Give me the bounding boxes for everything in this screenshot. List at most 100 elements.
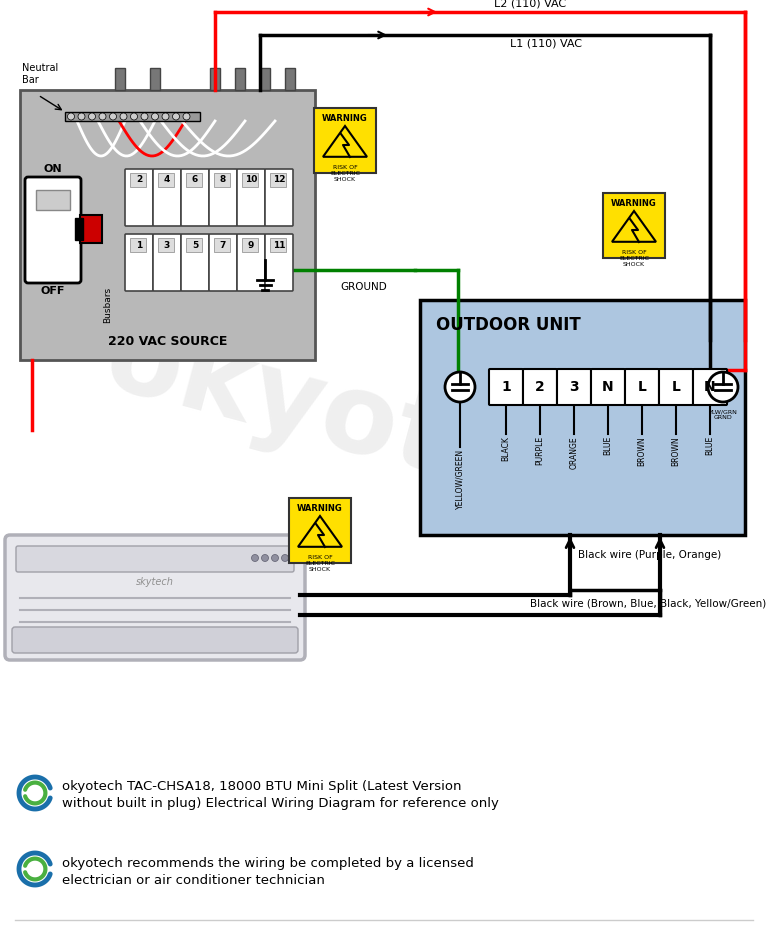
Text: BROWN: BROWN — [671, 436, 680, 466]
Text: 3: 3 — [569, 380, 579, 394]
Text: L1 (110) VAC: L1 (110) VAC — [510, 38, 582, 48]
Bar — [75, 218, 83, 240]
Text: YLW/GRN
GRND: YLW/GRN GRND — [709, 409, 737, 420]
Text: 9: 9 — [248, 240, 254, 250]
Polygon shape — [612, 211, 656, 242]
Text: WARNING: WARNING — [322, 114, 368, 123]
Circle shape — [251, 555, 259, 562]
Circle shape — [151, 113, 158, 120]
Text: YELLOW/GREEN: YELLOW/GREEN — [455, 449, 465, 509]
Text: Neutral
Bar: Neutral Bar — [22, 64, 58, 85]
Text: RISK OF
ELECTRIC
SHOCK: RISK OF ELECTRIC SHOCK — [330, 165, 360, 182]
Text: 2: 2 — [136, 176, 142, 184]
Text: L: L — [637, 380, 647, 394]
FancyBboxPatch shape — [489, 369, 523, 405]
Text: N: N — [704, 380, 716, 394]
FancyBboxPatch shape — [557, 369, 591, 405]
FancyBboxPatch shape — [625, 369, 659, 405]
Text: Black wire (Brown, Blue, Black, Yellow/Green): Black wire (Brown, Blue, Black, Yellow/G… — [530, 598, 766, 608]
Text: okyotech recommends the wiring be completed by a licensed: okyotech recommends the wiring be comple… — [62, 857, 474, 870]
Text: PURPLE: PURPLE — [535, 436, 545, 465]
FancyBboxPatch shape — [209, 169, 237, 226]
Circle shape — [141, 113, 148, 120]
Bar — [158, 238, 174, 252]
FancyBboxPatch shape — [591, 369, 625, 405]
Text: RISK OF
ELECTRIC
SHOCK: RISK OF ELECTRIC SHOCK — [305, 555, 335, 573]
Circle shape — [68, 113, 74, 120]
Circle shape — [261, 555, 269, 562]
Text: BROWN: BROWN — [637, 436, 647, 466]
FancyBboxPatch shape — [12, 627, 298, 653]
Bar — [214, 238, 230, 252]
Bar — [36, 190, 70, 210]
FancyBboxPatch shape — [265, 169, 293, 226]
Text: WARNING: WARNING — [611, 199, 657, 208]
FancyBboxPatch shape — [237, 234, 265, 291]
Text: Busbars: Busbars — [104, 287, 112, 323]
Text: electrician or air conditioner technician: electrician or air conditioner technicia… — [62, 874, 325, 887]
Bar — [260, 68, 270, 90]
Circle shape — [272, 555, 279, 562]
Text: OUTDOOR UNIT: OUTDOOR UNIT — [436, 316, 581, 334]
Bar — [130, 173, 146, 187]
FancyBboxPatch shape — [16, 546, 294, 572]
Circle shape — [78, 113, 85, 120]
Circle shape — [162, 113, 169, 120]
Text: 5: 5 — [192, 240, 198, 250]
Text: ORANGE: ORANGE — [570, 436, 578, 469]
Bar — [186, 173, 202, 187]
Text: 11: 11 — [273, 240, 285, 250]
FancyBboxPatch shape — [125, 234, 153, 291]
FancyBboxPatch shape — [209, 234, 237, 291]
Circle shape — [173, 113, 180, 120]
FancyBboxPatch shape — [153, 234, 181, 291]
FancyBboxPatch shape — [25, 177, 81, 283]
Text: 1: 1 — [136, 240, 142, 250]
FancyBboxPatch shape — [265, 234, 293, 291]
FancyBboxPatch shape — [237, 169, 265, 226]
Text: 7: 7 — [220, 240, 227, 250]
Circle shape — [445, 372, 475, 402]
Circle shape — [88, 113, 95, 120]
Bar — [150, 68, 160, 90]
FancyBboxPatch shape — [181, 169, 209, 226]
Circle shape — [708, 372, 738, 402]
Bar — [214, 173, 230, 187]
Text: 2: 2 — [535, 380, 545, 394]
Text: 3: 3 — [164, 240, 170, 250]
Bar — [20, 90, 315, 360]
Text: 6: 6 — [192, 176, 198, 184]
Text: L2 (110) VAC: L2 (110) VAC — [494, 0, 566, 9]
Text: N: N — [602, 380, 614, 394]
FancyBboxPatch shape — [523, 369, 557, 405]
Polygon shape — [323, 126, 367, 157]
Text: 12: 12 — [273, 176, 285, 184]
Text: WARNING: WARNING — [297, 504, 343, 513]
Bar — [80, 215, 102, 243]
Bar — [242, 173, 258, 187]
Bar — [242, 238, 258, 252]
Text: 4: 4 — [164, 176, 170, 184]
Text: 10: 10 — [245, 176, 257, 184]
Circle shape — [282, 555, 289, 562]
FancyBboxPatch shape — [693, 369, 727, 405]
Text: okyotech: okyotech — [94, 304, 674, 556]
FancyBboxPatch shape — [289, 498, 351, 563]
Text: skytech: skytech — [136, 577, 174, 587]
Text: BLUE: BLUE — [706, 436, 714, 455]
FancyBboxPatch shape — [659, 369, 693, 405]
Bar — [420, 300, 745, 535]
Text: OFF: OFF — [41, 286, 65, 296]
Bar — [235, 68, 245, 90]
Bar — [270, 238, 286, 252]
Text: 1: 1 — [502, 380, 511, 394]
Bar — [65, 112, 200, 121]
Text: without built in plug) Electrical Wiring Diagram for reference only: without built in plug) Electrical Wiring… — [62, 797, 499, 810]
FancyBboxPatch shape — [153, 169, 181, 226]
FancyBboxPatch shape — [314, 108, 376, 173]
Bar — [186, 238, 202, 252]
Bar — [158, 173, 174, 187]
Text: Black wire (Purple, Orange): Black wire (Purple, Orange) — [578, 550, 721, 560]
Text: BLUE: BLUE — [604, 436, 613, 455]
Polygon shape — [298, 516, 342, 546]
